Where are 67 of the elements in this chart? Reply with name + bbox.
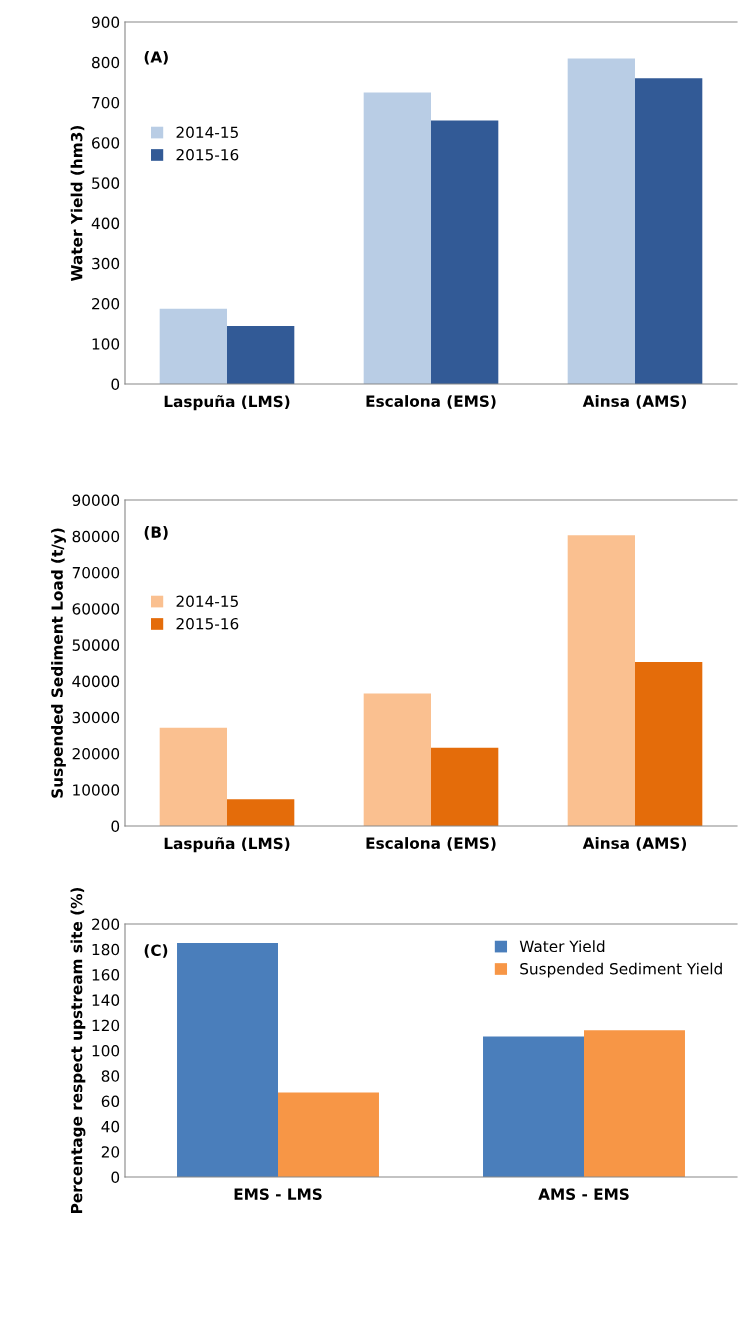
y-tick-label: 120 [92, 1019, 120, 1032]
bar [363, 92, 431, 384]
legend-label: Suspended Sediment Yield [520, 962, 722, 978]
y-tick-label: 20 [101, 1146, 120, 1158]
y-tick-label: 0 [111, 1171, 120, 1184]
y-tick-label: 0 [111, 378, 120, 391]
legend-label: Water Yield [519, 940, 605, 953]
bar [567, 535, 635, 826]
y-tick-label: 20000 [72, 748, 120, 760]
y-tick-label: 800 [92, 56, 120, 69]
x-tick-label: AMS - EMS [538, 1188, 629, 1200]
annotation: (A) [144, 50, 168, 65]
bar [431, 747, 499, 826]
bar [177, 942, 278, 1177]
y-tick-label: 90000 [72, 494, 120, 507]
bar [483, 1036, 584, 1177]
y-tick-label: 30000 [72, 711, 120, 724]
x-tick-label: Escalona (EMS) [366, 837, 496, 851]
y-tick-label: 900 [91, 16, 120, 29]
bar [159, 727, 227, 826]
y-tick-label: 10000 [73, 784, 120, 796]
x-tick-label: Ainsa (AMS) [582, 837, 687, 851]
y-tick-label: 200 [92, 918, 120, 931]
y-tick-label: 50000 [72, 639, 120, 651]
y-tick-label: 200 [92, 298, 120, 310]
bar [363, 693, 431, 826]
bar [567, 58, 635, 384]
y-tick-label: 60000 [72, 603, 120, 615]
bar [227, 326, 295, 384]
y-tick-label: 100 [92, 338, 120, 350]
y-tick-label: 600 [92, 137, 120, 149]
legend-label: 2014-15 [176, 126, 238, 139]
y-axis-title: Suspended Sediment Load (t/y) [51, 528, 66, 798]
bar [278, 1092, 379, 1177]
y-tick-label: 80 [101, 1070, 120, 1082]
legend-label: 2015-16 [176, 148, 239, 161]
x-tick-label: Laspuña (LMS) [164, 837, 290, 853]
y-tick-label: 0 [111, 820, 120, 833]
y-tick-label: 40000 [72, 675, 120, 688]
y-tick-label: 100 [92, 1044, 120, 1057]
legend-label: 2015-16 [176, 617, 239, 630]
y-tick-label: 500 [92, 177, 120, 189]
annotation: (B) [144, 526, 168, 540]
annotation: (C) [144, 944, 168, 958]
bar [227, 799, 295, 826]
y-tick-label: 70000 [72, 566, 120, 579]
x-tick-label: Laspuña (LMS) [164, 395, 290, 411]
y-tick-label: 160 [92, 969, 120, 981]
y-axis-title: Water Yield (hm3) [70, 125, 85, 281]
y-tick-label: 400 [91, 217, 120, 230]
y-tick-label: 180 [92, 943, 120, 956]
bar [159, 308, 227, 384]
bar [584, 1030, 685, 1177]
y-tick-label: 80000 [72, 530, 120, 543]
bar [635, 661, 703, 826]
x-tick-label: Ainsa (AMS) [582, 395, 687, 409]
x-tick-label: Escalona (EMS) [366, 395, 496, 409]
y-tick-label: 40 [101, 1120, 120, 1133]
x-tick-label: EMS - LMS [234, 1188, 322, 1200]
legend-label: 2014-15 [176, 595, 238, 608]
bar [635, 78, 703, 384]
bar [431, 120, 499, 384]
y-tick-label: 140 [92, 994, 120, 1006]
y-tick-label: 60 [101, 1095, 120, 1108]
y-tick-label: 300 [92, 257, 120, 270]
y-axis-title: Percentage respect upstream site (%) [70, 887, 86, 1214]
y-tick-label: 700 [92, 96, 120, 109]
